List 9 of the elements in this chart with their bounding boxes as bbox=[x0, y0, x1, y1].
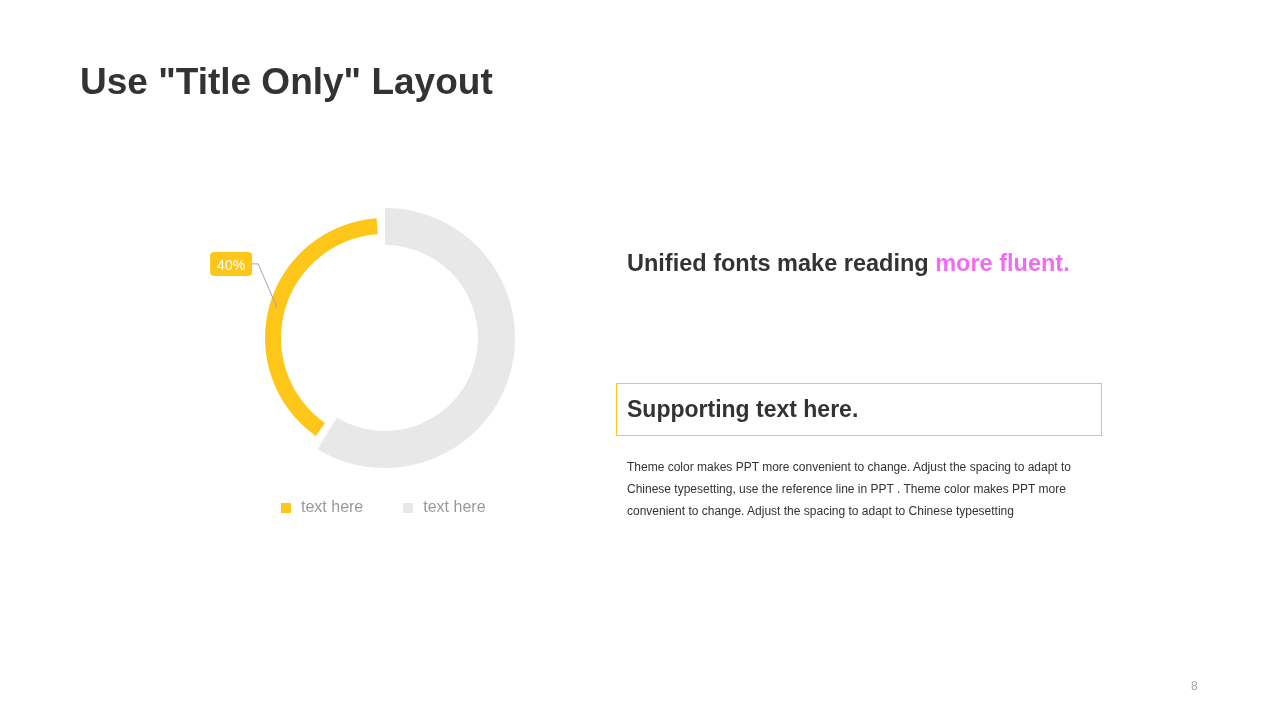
data-label: 40% bbox=[217, 256, 246, 273]
text: Theme color makes PPT more convenient to change. Adjust the spacing to adapt to Chinese typesetting, use the reference line in PPT . Theme color makes PPT more convenient to change. Adjust the spacing to adapt to Chinese typesetting bbox=[627, 460, 1072, 518]
text: more fluent. bbox=[935, 250, 1070, 276]
legend-label: text here bbox=[423, 498, 486, 515]
legend-label: text here bbox=[301, 498, 364, 515]
text: 8 bbox=[1191, 679, 1198, 693]
chart-title: Use "Title Only" Layout bbox=[80, 61, 493, 102]
text: Supporting text here. bbox=[627, 396, 859, 423]
text: Unified fonts make reading bbox=[627, 250, 929, 276]
